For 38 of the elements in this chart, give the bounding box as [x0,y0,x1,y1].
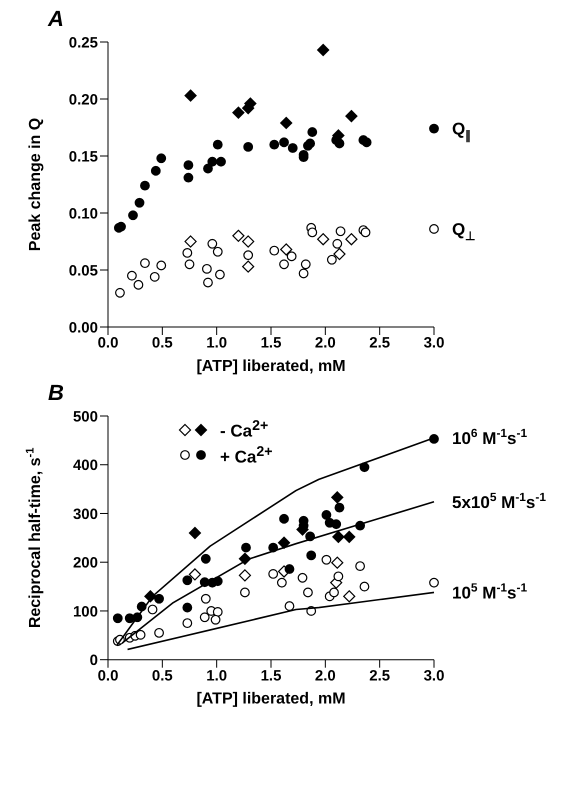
x-tick-label: 3.0 [424,334,444,352]
y-tick-label: 400 [72,457,98,474]
y-tick-label: 0.10 [68,205,98,222]
y-tick-label: 0.20 [68,91,98,108]
y-tick-label: 300 [72,506,98,523]
x-tick-label: 1.0 [206,667,228,684]
chart-title: A [48,6,65,31]
x-tick-label: 2.0 [314,667,336,684]
y-tick-label: 200 [72,554,98,572]
chart-title: B [48,380,65,405]
y-tick-label: 100 [72,603,98,620]
x-tick-label: 1.5 [260,667,282,684]
y-tick-label: 0.00 [68,319,98,336]
x-tick-label: 1.0 [206,334,228,352]
x-tick-label: 2.5 [369,667,390,684]
y-tick-label: 500 [72,408,98,426]
x-tick-label: 3.0 [424,667,444,684]
series-label: 10$^{6}$ M$^{-1}$s$^{-1}$ [452,426,528,448]
y-axis-title: Peak change in Q [27,118,44,252]
x-tick-label: 0.5 [152,334,173,352]
x-axis-title: [ATP] liberated, mM [196,690,346,708]
y-tick-label: 0 [90,652,98,670]
y-tick-label: 0.05 [68,262,98,280]
x-tick-label: 2.5 [369,334,390,352]
series-label: Q$_{∥}$ [452,120,472,143]
series-label: 10$^{5}$ M$^{-1}$s$^{-1}$ [452,580,528,602]
x-tick-label: 0.0 [98,667,118,684]
x-tick-label: 0.0 [98,334,118,352]
legend-label: - Ca$^{2+}$ [220,418,268,442]
x-tick-label: 0.5 [152,667,173,684]
legend-label: + Ca$^{2+}$ [220,444,273,468]
x-axis-title: [ATP] liberated, mM [196,358,346,375]
series-label: 5x10$^{5}$ M$^{-1}$s$^{-1}$ [452,490,546,512]
x-tick-label: 1.5 [260,334,282,352]
series-label: Q$_{⊥}$ [452,220,476,244]
y-tick-label: 0.15 [68,148,98,166]
y-tick-label: 0.25 [68,34,98,52]
x-tick-label: 2.0 [314,334,336,352]
